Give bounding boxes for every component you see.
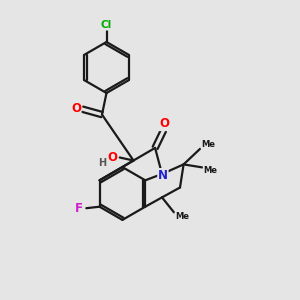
Text: H: H (98, 158, 106, 168)
Text: O: O (107, 151, 118, 164)
Text: O: O (159, 117, 170, 130)
Text: Me: Me (203, 166, 217, 175)
Text: Me: Me (201, 140, 215, 149)
Text: Cl: Cl (101, 20, 112, 30)
Text: Me: Me (175, 212, 189, 221)
Text: F: F (74, 202, 83, 215)
Text: O: O (71, 102, 81, 115)
Text: N: N (158, 169, 168, 182)
